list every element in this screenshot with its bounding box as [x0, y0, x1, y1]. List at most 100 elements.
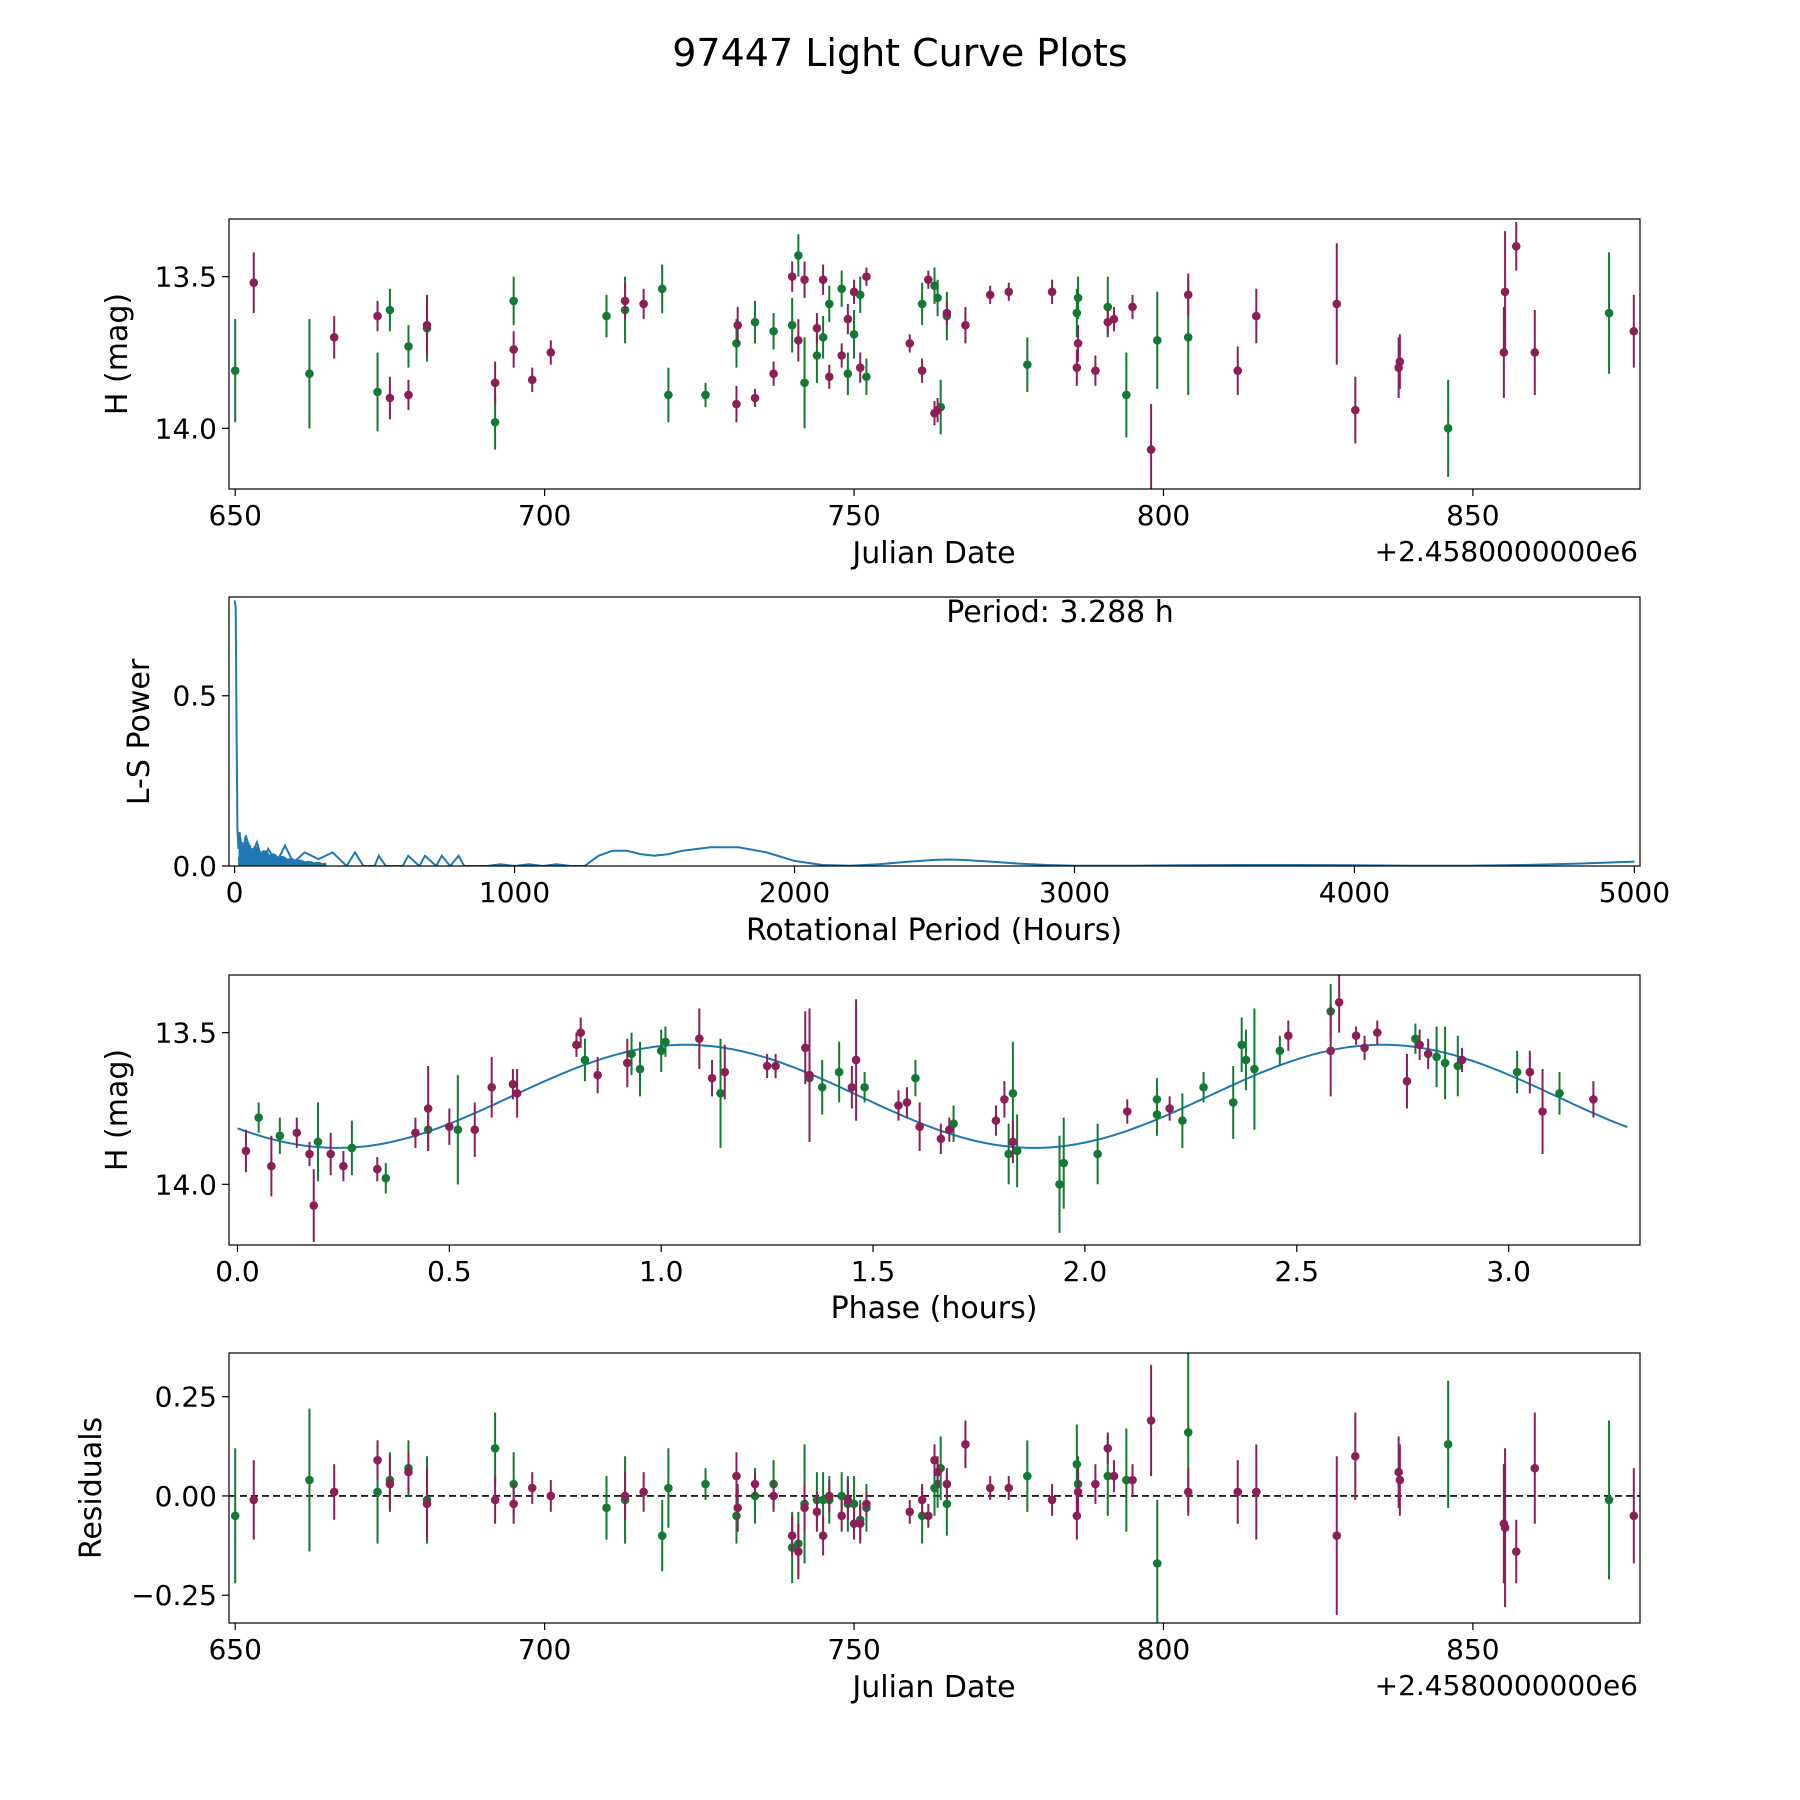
data-point-r — [855, 1519, 865, 1529]
time-series-marks — [230, 222, 1639, 489]
phase-folded-xlabel: Phase (hours) — [831, 1291, 1038, 1326]
periodogram-frame — [228, 596, 1641, 867]
data-point-r — [546, 348, 556, 357]
data-point-g — [716, 1089, 725, 1098]
data-point-r — [843, 314, 853, 324]
data-point-r — [1530, 1463, 1540, 1473]
data-point-g — [305, 369, 314, 379]
data-point-r — [750, 393, 760, 403]
y-tick-label: 0.0 — [172, 850, 217, 883]
data-point-g — [490, 417, 500, 427]
data-point-r — [985, 1483, 995, 1493]
data-point-g — [942, 1499, 952, 1509]
x-tick-label: 4000 — [1319, 876, 1390, 909]
data-point-g — [1228, 1098, 1238, 1107]
data-point-g — [1073, 293, 1083, 303]
data-point-r — [1072, 1511, 1082, 1521]
data-point-r — [1538, 1107, 1547, 1116]
data-point-r — [1499, 348, 1509, 357]
data-point-r — [639, 299, 648, 309]
data-point-r — [1351, 405, 1360, 415]
data-point-g — [1178, 1116, 1187, 1125]
data-point-g — [453, 1125, 463, 1135]
data-point-r — [241, 1146, 251, 1156]
data-point-r — [1252, 311, 1261, 321]
x-tick-label: 700 — [518, 1633, 571, 1666]
data-point-r — [576, 1028, 585, 1037]
data-point-r — [812, 1507, 822, 1517]
data-point-r — [805, 1070, 814, 1080]
data-point-r — [1109, 1471, 1119, 1481]
data-point-g — [1012, 1146, 1022, 1156]
y-tick-label: 13.5 — [155, 261, 217, 294]
data-point-r — [373, 1455, 382, 1465]
data-point-g — [313, 1137, 323, 1147]
data-point-g — [1241, 1055, 1251, 1065]
data-point-g — [824, 299, 834, 309]
data-point-g — [800, 378, 809, 388]
data-point-g — [1093, 1149, 1102, 1159]
phase-folded-frame — [228, 974, 1641, 1246]
data-point-r — [1091, 366, 1100, 375]
y-tick-label: 13.5 — [155, 1017, 217, 1050]
x-tick-label: 650 — [208, 499, 261, 532]
data-point-r — [1395, 357, 1405, 366]
x-tick-label: 1.5 — [851, 1255, 896, 1288]
phase-folded-plot-area — [237, 975, 1628, 1242]
y-tick-label: 0.00 — [155, 1480, 217, 1513]
time-series-ticks: 650 700 750 800 850 14.0 13.5 — [155, 261, 1500, 532]
data-point-r — [961, 1440, 970, 1449]
data-point-r — [905, 1507, 915, 1517]
data-point-g — [1103, 302, 1113, 312]
data-point-g — [1122, 390, 1131, 400]
data-point-r — [1091, 1479, 1100, 1489]
data-point-r — [905, 339, 915, 348]
x-tick-label: 750 — [827, 1633, 880, 1666]
panel-periodogram: 0 1000 2000 3000 4000 5000 0.0 0.5 Period: 3.28… — [122, 595, 1670, 948]
data-point-r — [1072, 363, 1082, 372]
data-point-r — [1402, 1076, 1412, 1086]
x-tick-label: 3.0 — [1486, 1255, 1531, 1288]
data-point-r — [546, 1491, 556, 1501]
data-point-r — [305, 1149, 314, 1159]
data-point-g — [1604, 308, 1614, 318]
data-point-r — [1351, 1031, 1361, 1040]
figure-title: 97447 Light Curve Plots — [672, 31, 1127, 75]
x-tick-label: 0 — [226, 876, 244, 909]
x-tick-label: 800 — [1137, 499, 1190, 532]
data-point-g — [1440, 1058, 1450, 1068]
residuals-ylabel: Residuals — [74, 1417, 109, 1559]
time-series-plot-area — [230, 222, 1639, 489]
data-point-g — [1103, 1471, 1113, 1481]
data-point-g — [404, 342, 413, 351]
data-point-g — [1152, 1559, 1162, 1568]
data-point-g — [509, 296, 518, 306]
data-point-r — [339, 1161, 348, 1171]
residuals-ticks: 650 700 750 800 850 0.25 0.00 −0.25 — [131, 1381, 1499, 1666]
data-point-r — [527, 1483, 537, 1493]
data-point-g — [1411, 1034, 1420, 1044]
panel-residuals: 650 700 750 800 850 0.25 0.00 −0.25 Julian Date… — [74, 1352, 1641, 1705]
data-point-r — [1165, 1104, 1174, 1113]
data-point-g — [347, 1143, 357, 1153]
y-tick-label: 14.0 — [155, 412, 217, 445]
data-point-g — [664, 1483, 673, 1493]
phase-folded-marks — [237, 975, 1628, 1242]
data-point-r — [750, 1479, 760, 1489]
data-point-r — [1073, 339, 1083, 348]
residuals-offset-label: +2.4580000000e6 — [1375, 1669, 1638, 1702]
data-point-r — [917, 366, 927, 375]
data-point-r — [1183, 290, 1193, 300]
data-point-r — [411, 1128, 420, 1138]
phase-folded-ylabel: H (mag) — [100, 1049, 135, 1171]
data-point-r — [1000, 1095, 1009, 1104]
data-point-g — [701, 1479, 710, 1489]
data-point-r — [1334, 998, 1344, 1007]
periodogram-marks — [233, 600, 1635, 866]
time-series-ylabel: H (mag) — [100, 293, 135, 415]
data-point-r — [445, 1122, 454, 1131]
data-point-g — [661, 1037, 670, 1047]
data-point-g — [849, 1499, 859, 1509]
data-point-r — [423, 1104, 433, 1113]
